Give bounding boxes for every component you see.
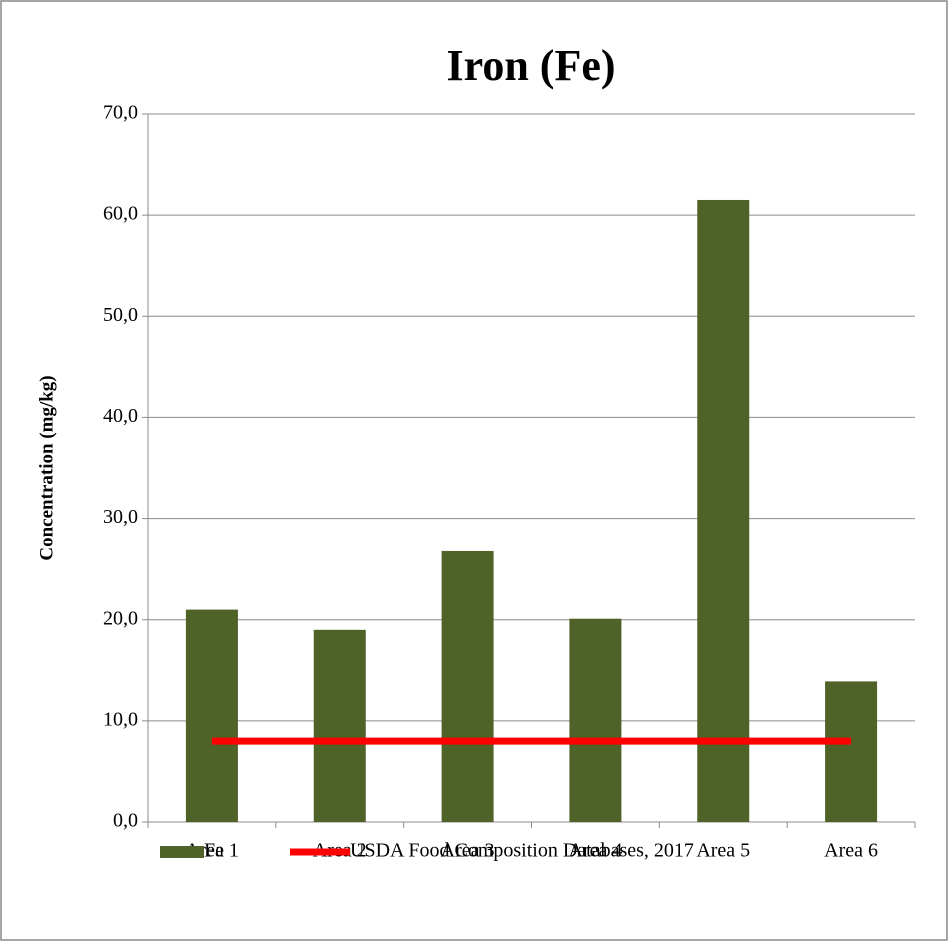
- bar: [569, 618, 622, 822]
- bar: [441, 550, 494, 822]
- y-tick-label: 60,0: [103, 203, 138, 225]
- bar: [313, 629, 366, 822]
- legend-label: Fe: [204, 840, 224, 862]
- x-tick-label: Area 3: [441, 840, 495, 862]
- bar: [185, 609, 238, 822]
- y-tick-label: 10,0: [103, 708, 138, 730]
- bar: [825, 681, 878, 822]
- legend-label: USDA Food Composition Databases, 2017: [350, 840, 694, 862]
- y-tick-label: 40,0: [103, 405, 138, 427]
- legend-swatch: [160, 846, 204, 858]
- y-tick-label: 20,0: [103, 607, 138, 629]
- x-tick-label: Area 6: [824, 840, 878, 862]
- chart-title: Iron (Fe): [446, 41, 615, 90]
- y-tick-label: 50,0: [103, 304, 138, 326]
- y-tick-label: 0,0: [113, 810, 138, 832]
- y-tick-label: 70,0: [103, 102, 138, 124]
- y-tick-label: 30,0: [103, 506, 138, 528]
- x-tick-label: Area 4: [568, 840, 622, 862]
- x-tick-label: Area 5: [696, 840, 750, 862]
- bar: [697, 199, 750, 822]
- y-axis-title: Concentration (mg/kg): [36, 375, 57, 560]
